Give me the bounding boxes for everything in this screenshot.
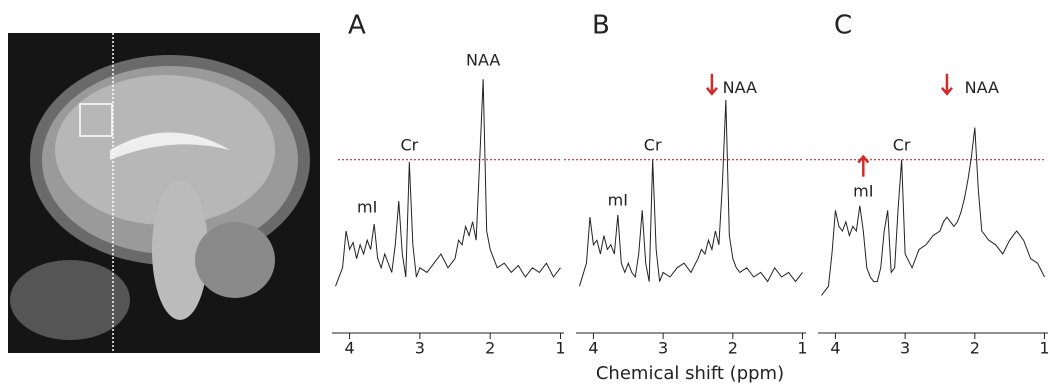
x-tick-label: 4 xyxy=(830,339,840,358)
panel-title: A xyxy=(348,11,366,41)
x-tick-label: 1 xyxy=(1039,339,1049,358)
peak-label: mI xyxy=(853,181,873,200)
change-arrow xyxy=(707,74,717,94)
peak-label: mI xyxy=(608,191,628,210)
peak-label: NAA xyxy=(466,50,500,69)
x-tick-label: 2 xyxy=(728,339,738,358)
peak-label: Cr xyxy=(893,135,911,154)
x-tick-label: 3 xyxy=(900,339,910,358)
panel-title: B xyxy=(592,11,610,41)
x-tick-label: 1 xyxy=(797,339,807,358)
x-tick-label: 4 xyxy=(588,339,598,358)
figure: Chemical shift (ppm) A 4 3 2 1 NAA Cr mI B 4 3 2 1 NA… xyxy=(0,0,1050,386)
x-tick-label: 2 xyxy=(970,339,980,358)
peak-label: Cr xyxy=(400,135,418,154)
x-tick-label: 3 xyxy=(415,339,425,358)
peak-label: NAA xyxy=(965,78,999,97)
peak-label: NAA xyxy=(723,78,757,97)
mri-image xyxy=(8,33,320,353)
peak-label: Cr xyxy=(644,135,662,154)
x-tick-label: 2 xyxy=(485,339,495,358)
x-tick-label: 3 xyxy=(658,339,668,358)
spectrum xyxy=(336,79,561,286)
peak-label: mI xyxy=(357,198,377,217)
change-arrow xyxy=(942,74,952,94)
x-axis-label: Chemical shift (ppm) xyxy=(596,363,784,384)
spectrum xyxy=(821,128,1044,296)
panel-title: C xyxy=(834,11,852,41)
x-tick-label: 1 xyxy=(555,339,565,358)
change-arrow xyxy=(858,157,868,177)
x-tick-label: 4 xyxy=(344,339,354,358)
